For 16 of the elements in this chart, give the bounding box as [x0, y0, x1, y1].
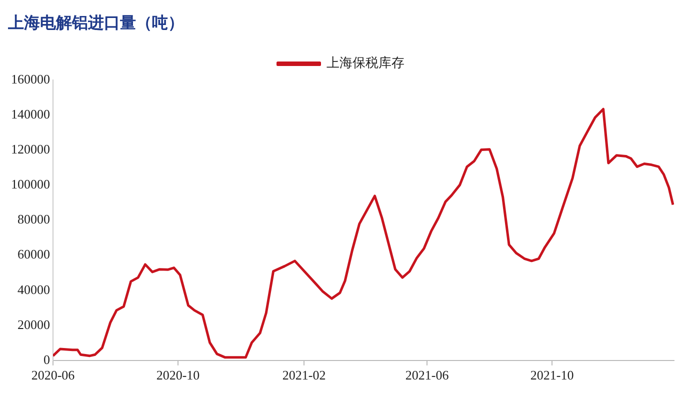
- y-tick-label: 160000: [11, 72, 50, 87]
- y-tick-label: 80000: [18, 212, 50, 227]
- y-tick-label: 60000: [18, 246, 50, 262]
- y-tick-label: 140000: [11, 106, 50, 122]
- y-tick-label: 120000: [11, 142, 50, 157]
- y-tick-label: 0: [44, 352, 50, 367]
- chart-title: 上海电解铝进口量（吨）: [7, 12, 184, 32]
- x-tick-label: 2021-10: [530, 368, 574, 383]
- x-tick-label: 2020-10: [156, 368, 200, 383]
- x-tick-label: 2020-06: [31, 368, 76, 383]
- x-tick-label: 2021-02: [282, 368, 326, 383]
- y-tick-label: 100000: [11, 176, 50, 192]
- y-tick-label: 20000: [18, 316, 50, 332]
- y-tick-label: 40000: [18, 282, 50, 297]
- x-tick-label: 2021-06: [405, 368, 450, 383]
- legend-label: 上海保税库存: [326, 56, 404, 72]
